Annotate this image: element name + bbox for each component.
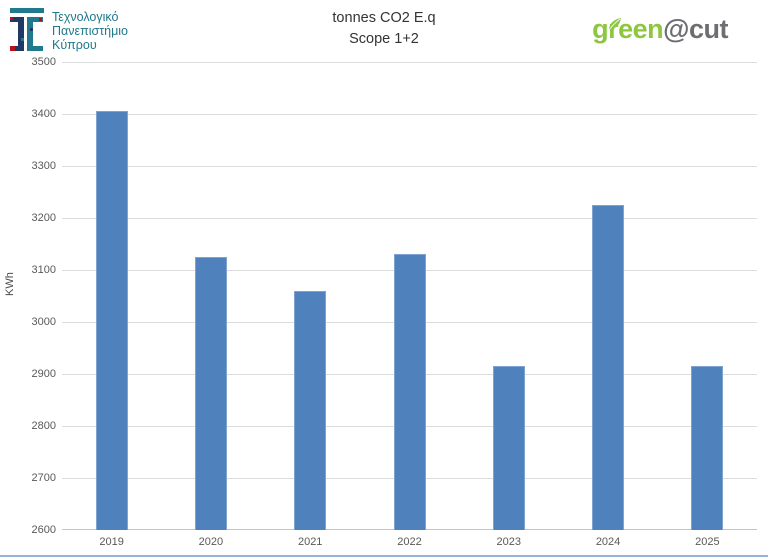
university-name-line2: Πανεπιστήμιο bbox=[52, 24, 129, 38]
y-tick-label: 3200 bbox=[31, 212, 56, 224]
x-tick-label: 2022 bbox=[397, 536, 422, 548]
bar-2025 bbox=[691, 366, 724, 530]
plot-area bbox=[62, 62, 757, 530]
x-tick-label: 2023 bbox=[496, 536, 522, 548]
y-tick-label: 3500 bbox=[31, 56, 56, 68]
x-tick-label: 2020 bbox=[198, 536, 224, 548]
x-tick-label: 2019 bbox=[99, 536, 124, 548]
university-name: Τεχνολογικό Πανεπιστήμιο Κύπρου bbox=[52, 8, 128, 56]
y-tick-label: 3400 bbox=[31, 108, 56, 120]
x-tick-label: 2024 bbox=[595, 536, 621, 548]
chart-title: tonnes CO2 E.q Scope 1+2 bbox=[0, 8, 768, 50]
gridline bbox=[62, 166, 757, 167]
y-axis-title: KWh bbox=[4, 272, 16, 296]
university-name-line3: Κύπρου bbox=[52, 38, 97, 52]
brand-green-text: green bbox=[592, 14, 664, 44]
x-tick-label: 2021 bbox=[297, 536, 323, 548]
university-name-line1: Τεχνολογικό bbox=[52, 10, 119, 24]
chart-title-line2: Scope 1+2 bbox=[349, 31, 419, 47]
bar-2019 bbox=[95, 111, 128, 530]
y-tick-label: 2800 bbox=[31, 420, 56, 432]
y-tick-label: 2600 bbox=[31, 524, 56, 536]
y-tick-label: 2700 bbox=[31, 472, 56, 484]
greencut-logo: green@cut bbox=[592, 14, 728, 45]
gridline bbox=[62, 114, 757, 115]
gridline bbox=[62, 62, 757, 63]
bar-2020 bbox=[194, 257, 227, 530]
gridline bbox=[62, 218, 757, 219]
bar-2023 bbox=[492, 366, 525, 530]
brand-cut-text: @cut bbox=[663, 14, 728, 44]
y-tick-label: 2900 bbox=[31, 368, 56, 380]
bar-2024 bbox=[592, 205, 625, 530]
university-logo: Τεχνολογικό Πανεπιστήμιο Κύπρου bbox=[10, 8, 128, 56]
y-tick-label: 3000 bbox=[31, 316, 56, 328]
bar-2022 bbox=[393, 254, 426, 530]
y-tick-label: 3300 bbox=[31, 160, 56, 172]
leaf-icon bbox=[607, 7, 623, 38]
chart-title-line1: tonnes CO2 E.q bbox=[332, 10, 436, 26]
y-tick-label: 3100 bbox=[31, 264, 56, 276]
x-tick-label: 2025 bbox=[695, 536, 720, 548]
cut-logo-mark-icon bbox=[10, 8, 44, 56]
bar-2021 bbox=[294, 290, 327, 530]
